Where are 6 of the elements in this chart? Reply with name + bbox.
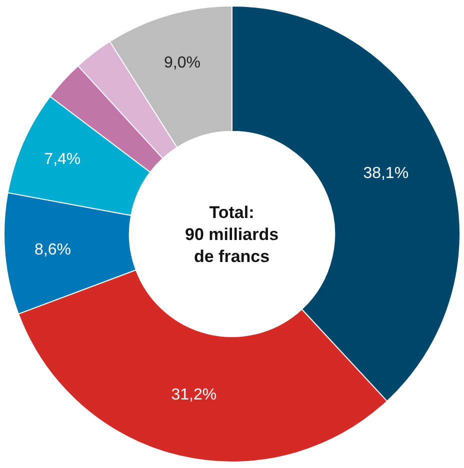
data-label: 31,2% — [171, 386, 217, 404]
text: Total: 90 milliards de francs — [185, 203, 279, 266]
data-label: 9,0% — [164, 54, 200, 72]
data-label: 8,6% — [34, 241, 71, 258]
data-label: 7,4% — [44, 150, 81, 168]
data-label: 38,1% — [363, 165, 409, 182]
